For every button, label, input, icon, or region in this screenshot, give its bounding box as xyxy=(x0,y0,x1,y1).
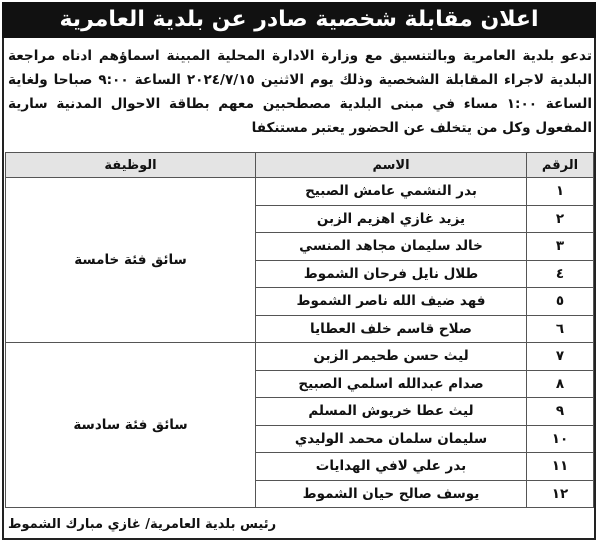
row-name: بدر علي لافي الهدايات xyxy=(255,452,527,481)
row-number: ١٠ xyxy=(526,424,594,453)
row-number: ٣ xyxy=(526,232,594,261)
table-row: ١٢ يوسف صالح حيان الشموط xyxy=(6,479,594,508)
table-row: ٤ طلال نايل فرحان الشموط xyxy=(6,259,594,288)
row-name: صدام عبدالله اسلمي الصبيح xyxy=(255,369,527,398)
row-number: ٥ xyxy=(526,287,594,316)
row-name: صلاح قاسم خلف العطايا xyxy=(255,314,527,343)
announcement-body: تدعو بلدية العامرية وبالتنسيق مع وزارة ا… xyxy=(8,48,592,136)
row-number: ٦ xyxy=(526,314,594,343)
row-number: ١ xyxy=(526,177,594,206)
row-job: سائق فئة خامسة xyxy=(5,177,256,343)
table-row: ٩ ليث عطا خريوش المسلم xyxy=(6,397,594,426)
header-number: الرقم xyxy=(526,152,594,178)
table-row: ١ بدر النشمي عامش الصبيح سائق فئة خامسة xyxy=(5,177,594,343)
row-number: ٤ xyxy=(526,259,594,288)
header-job: الوظيفة xyxy=(5,152,256,178)
row-number: ١١ xyxy=(526,452,594,481)
row-name: سليمان سلمان محمد الوليدي xyxy=(255,424,527,453)
row-number: ٢ xyxy=(526,204,594,233)
table-row: ٢ يزيد غازي اهزيم الزبن xyxy=(6,204,594,233)
row-name: بدر النشمي عامش الصبيح xyxy=(255,177,527,206)
candidates-table: الرقم الاسم الوظيفة ١ بدر النشمي عامش الص… xyxy=(5,152,594,508)
row-name: فهد ضيف الله ناصر الشموط xyxy=(255,287,527,316)
announcement-title: اعلان مقابلة شخصية صادر عن بلدية العامري… xyxy=(2,2,596,38)
table-header-row: الرقم الاسم الوظيفة xyxy=(5,152,594,178)
row-number: ٩ xyxy=(526,397,594,426)
row-name: يوسف صالح حيان الشموط xyxy=(255,479,527,508)
row-name: ليث حسن طحيمر الزبن xyxy=(255,342,527,371)
row-number: ١٢ xyxy=(526,479,594,508)
row-number: ٨ xyxy=(526,369,594,398)
row-name: يزيد غازي اهزيم الزبن xyxy=(255,204,527,233)
signature: رئيس بلدية العامرية/ غازي مبارك الشموط xyxy=(8,517,277,532)
row-number: ٧ xyxy=(526,342,594,371)
row-name: خالد سليمان مجاهد المنسي xyxy=(255,232,527,261)
row-name: طلال نايل فرحان الشموط xyxy=(255,259,527,288)
row-job: سائق فئة سادسة xyxy=(5,342,256,508)
row-name: ليث عطا خريوش المسلم xyxy=(255,397,527,426)
table-row: ٧ ليث حسن طحيمر الزبن سائق فئة سادسة xyxy=(5,342,594,508)
header-name: الاسم xyxy=(255,152,527,178)
